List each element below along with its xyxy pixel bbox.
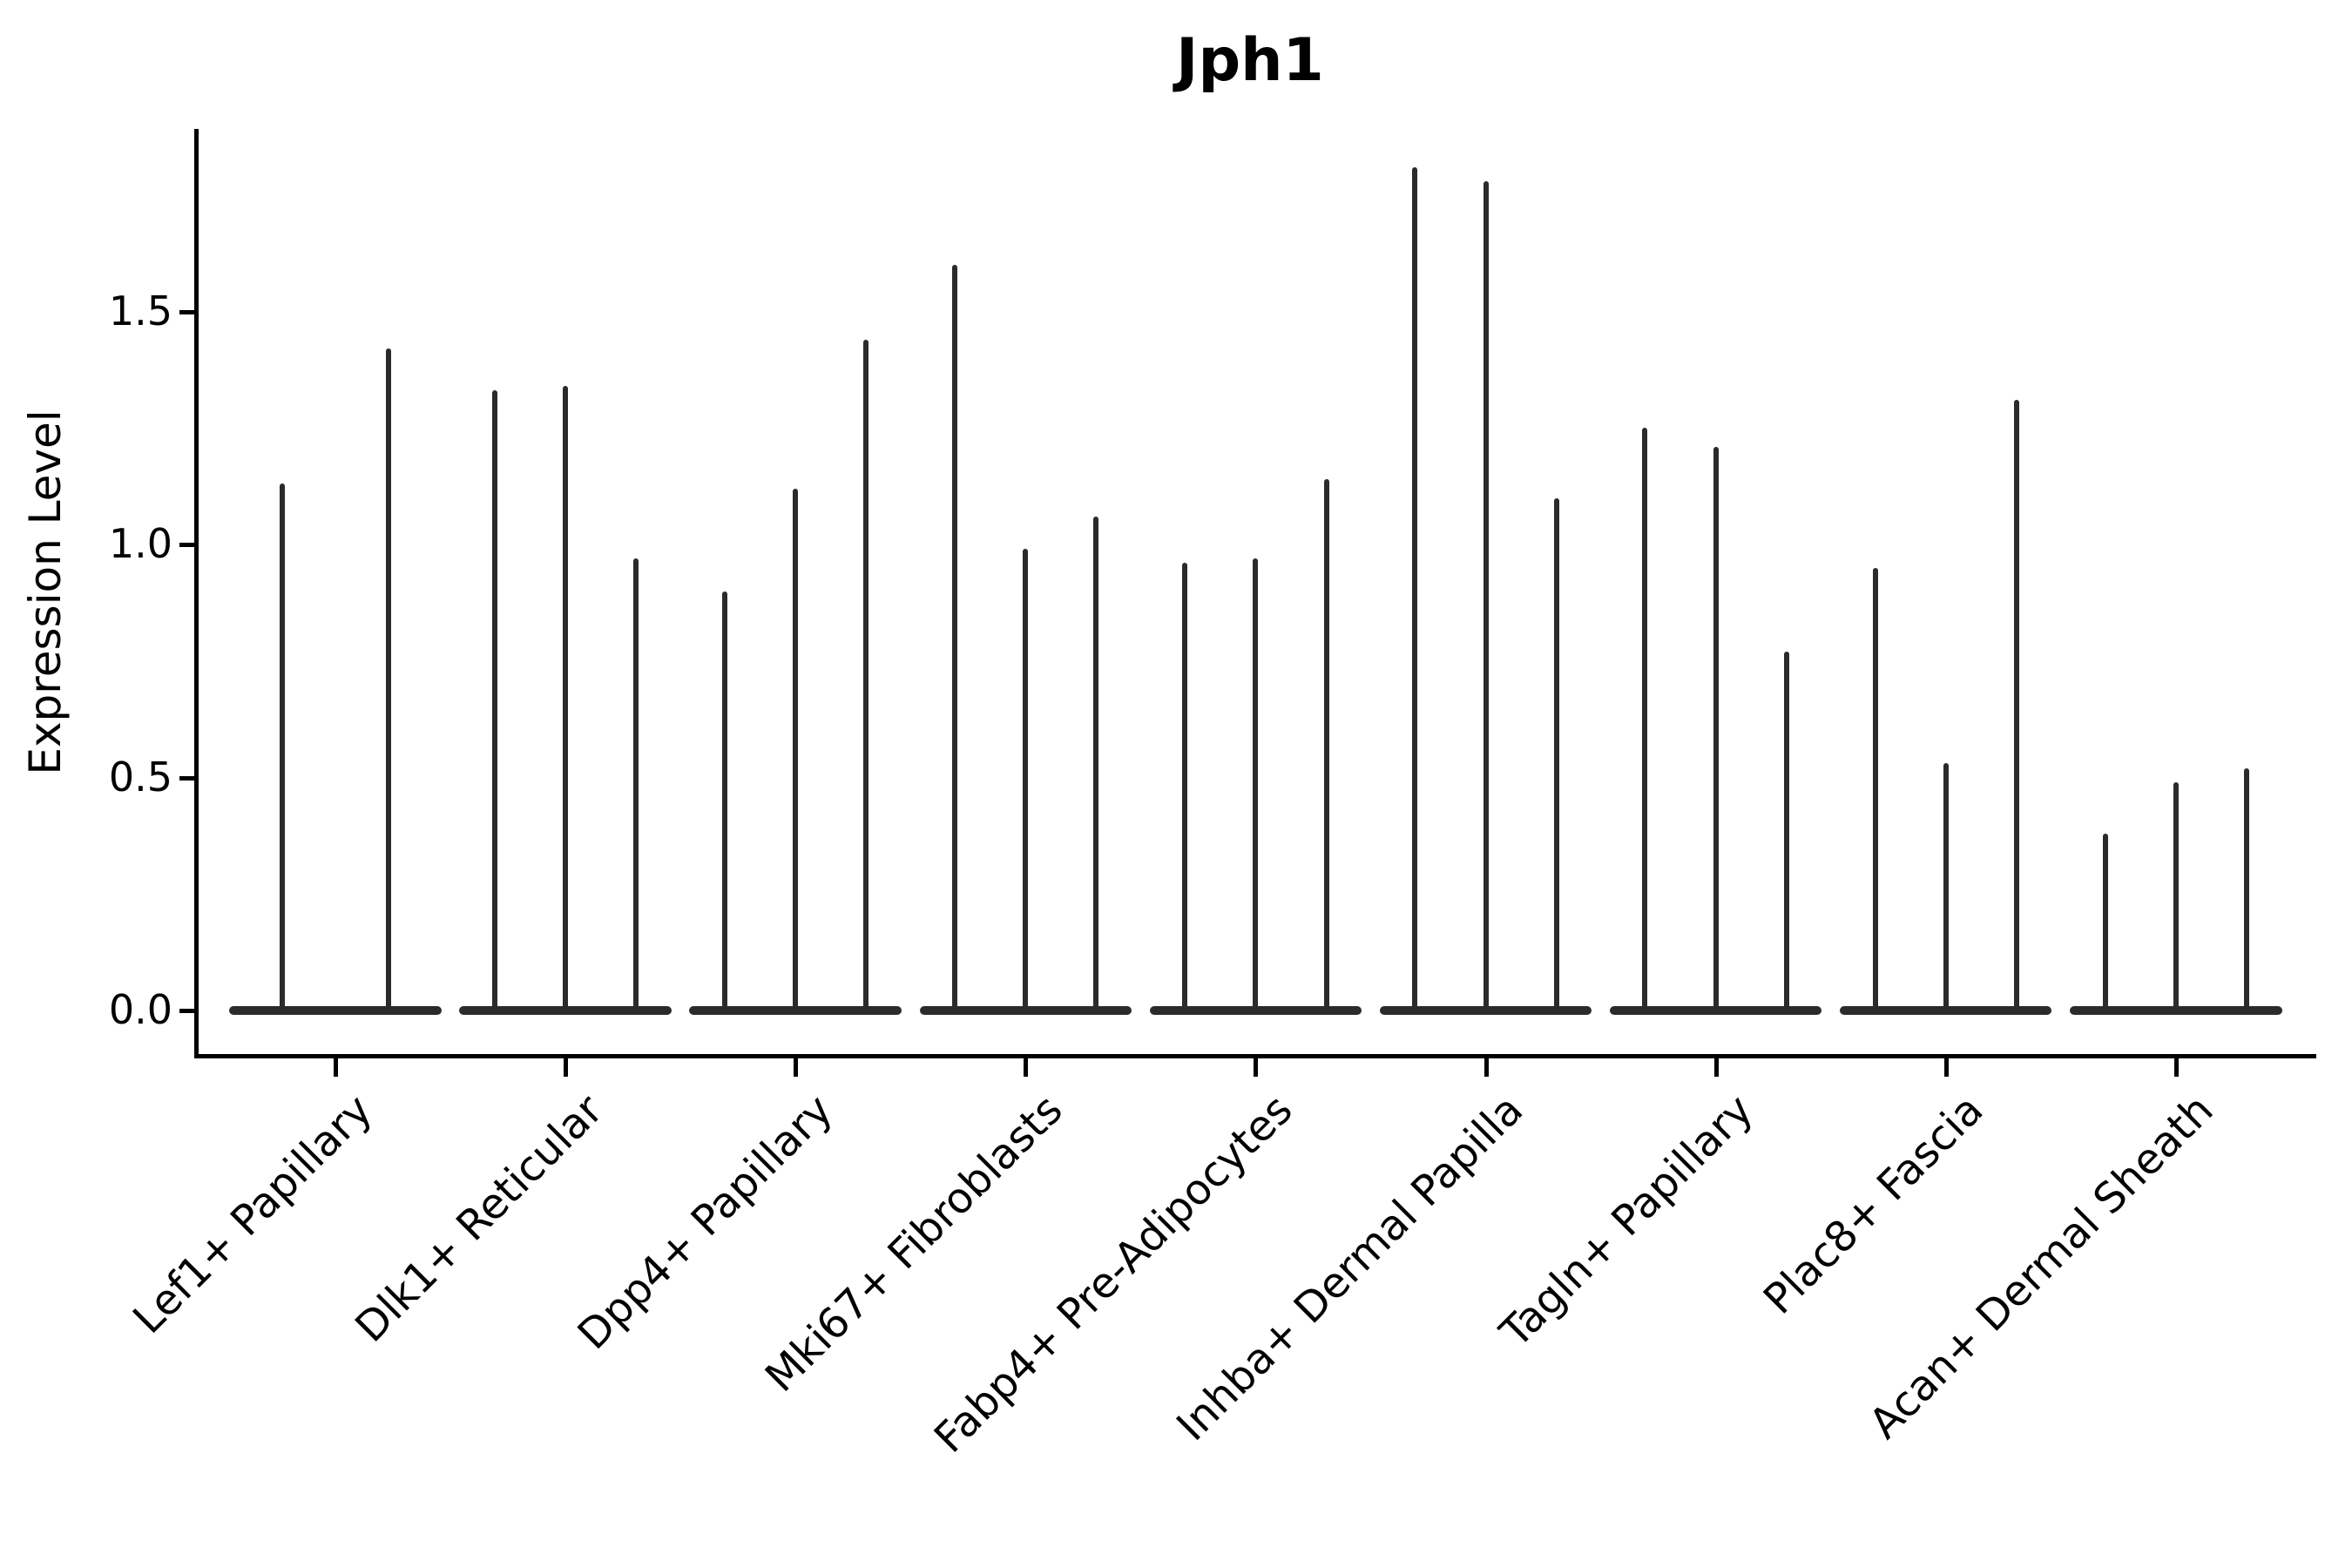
violin-spike [1553,497,1559,1012]
violin-spike [952,265,958,1012]
violin-spike [1412,166,1418,1012]
violin-spike [491,390,497,1012]
y-axis-label: Expression Level [20,409,71,775]
y-tick-mark [179,1009,194,1013]
violin-spike [2013,400,2019,1012]
y-tick-mark [179,775,194,781]
x-tick-mark [1943,1058,1949,1077]
violin-spike [633,558,639,1012]
violin-spike [863,339,869,1012]
violin-spike [2102,833,2108,1012]
y-tick-mark [179,309,194,314]
x-axis-spine [194,1054,2316,1058]
x-tick-label-8: Plac8+ Fascia [1754,1085,1993,1324]
violin-spike [1182,563,1188,1012]
x-tick-label-2: Dlk1+ Reticular [346,1085,612,1352]
violin-base [229,1006,442,1015]
x-tick-label-7: Tagln+ Papillary [1490,1085,1763,1357]
violin-spike [1093,516,1099,1012]
x-tick-mark [564,1058,569,1077]
violin-spike [1323,479,1329,1012]
y-tick-label: 1.0 [108,519,172,567]
violin-spike [793,488,799,1012]
x-tick-mark [2173,1058,2179,1077]
violin-spike [1943,763,1949,1012]
violin-spike [385,348,391,1012]
y-axis-spine [194,129,199,1058]
violin-spike [1483,180,1489,1012]
y-tick-label: 0.0 [108,985,172,1033]
y-tick-label: 1.5 [108,287,172,335]
violin-spike [1253,558,1259,1012]
violin-spike [1642,428,1648,1012]
violin-spike [563,386,569,1012]
x-tick-mark [1024,1058,1029,1077]
violin-spike [1872,567,1878,1012]
violin-spike [2173,781,2179,1012]
violin-spike [280,483,286,1012]
x-tick-mark [1484,1058,1489,1077]
violin-spike [1783,652,1789,1012]
x-tick-mark [794,1058,799,1077]
violin-spike [1023,549,1029,1012]
violin-spike [722,591,728,1012]
x-tick-mark [1254,1058,1259,1077]
plot-title: Jph1 [1176,26,1324,95]
x-tick-label-1: Lef1+ Papillary [124,1085,382,1343]
violin-spike [1713,446,1719,1012]
y-tick-mark [179,543,194,547]
x-tick-mark [334,1058,338,1077]
violin-spike [2243,767,2249,1012]
x-tick-label-3: Dpp4+ Papillary [568,1085,842,1360]
x-tick-mark [1713,1058,1719,1077]
y-tick-label: 0.5 [108,753,172,801]
